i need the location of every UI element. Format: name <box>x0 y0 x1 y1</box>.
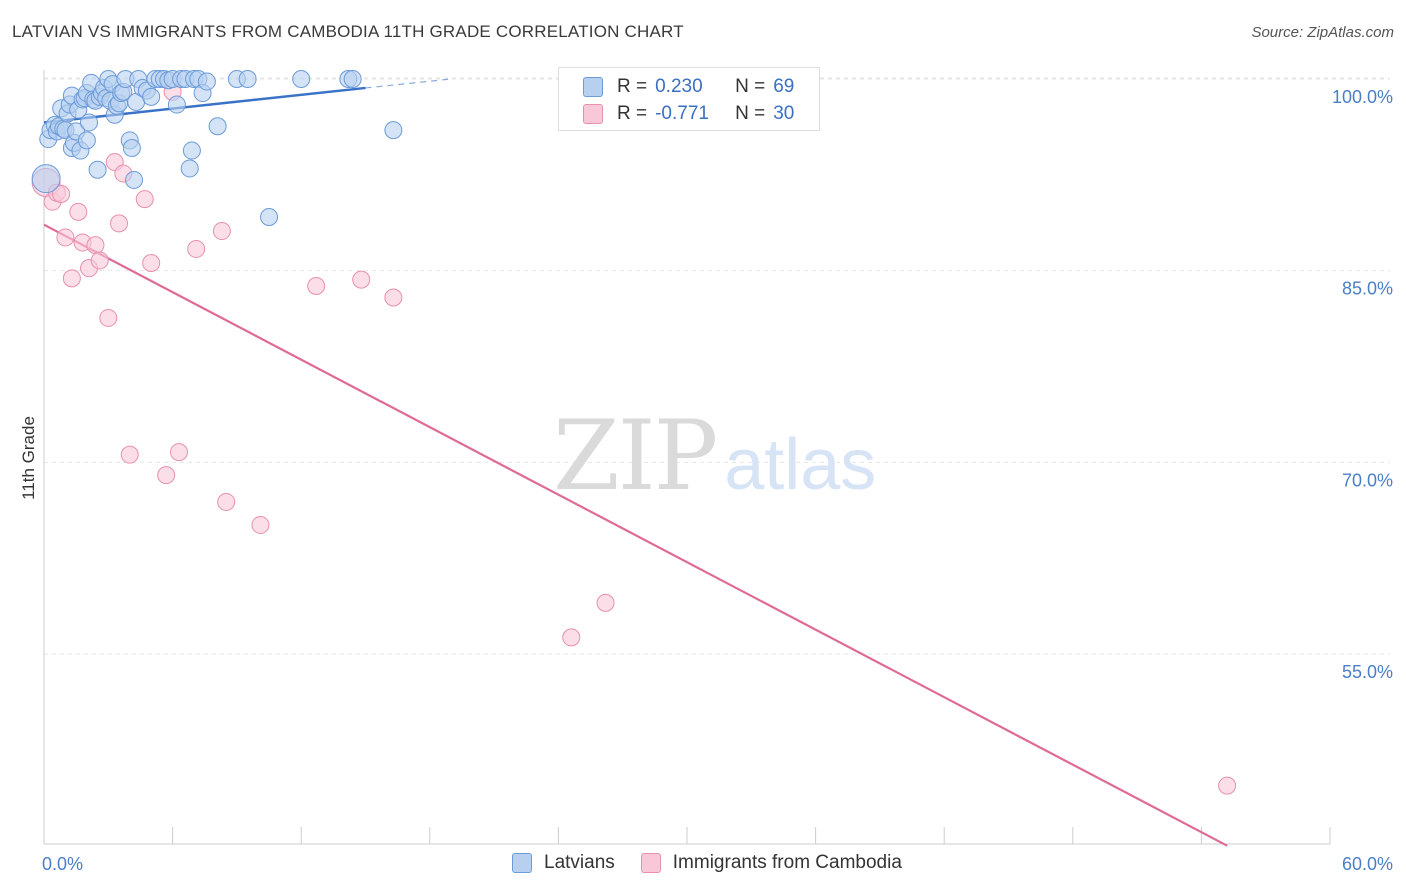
data-point-cambodia <box>217 492 236 511</box>
legend-item-cambodia[interactable]: Immigrants from Cambodia <box>640 852 902 874</box>
data-point-cambodia <box>212 222 231 241</box>
y-tick-label: 55.0% <box>1342 662 1393 682</box>
data-point-latvians <box>384 121 403 140</box>
legend-swatch-blue <box>512 853 532 873</box>
correlation-legend: R = 0.230 N = 69 R = -0.771 N = 30 <box>558 67 820 131</box>
legend-swatch-pink <box>583 104 603 124</box>
data-point-cambodia <box>86 236 105 255</box>
data-point-cambodia <box>596 593 615 612</box>
x-tick-label: 60.0% <box>1342 854 1393 874</box>
data-points <box>31 70 1237 795</box>
legend-label-cambodia: Immigrants from Cambodia <box>672 852 902 873</box>
data-point-latvians <box>88 160 107 179</box>
y-axis-label: 11th Grade <box>19 416 38 500</box>
data-point-cambodia <box>52 185 71 203</box>
trend-line-cambodia <box>43 223 1228 847</box>
data-point-latvians <box>343 70 362 88</box>
data-point-cambodia <box>562 628 581 647</box>
data-point-cambodia <box>251 515 270 534</box>
legend-r-value: 0.230 <box>655 76 703 97</box>
trend-line-latvians <box>43 86 366 124</box>
legend-n-label: N = <box>735 103 766 124</box>
data-point-cambodia <box>56 228 75 247</box>
y-tick-label: 100.0% <box>1332 87 1393 107</box>
data-point-latvians <box>31 164 61 194</box>
chart-title: LATVIAN VS IMMIGRANTS FROM CAMBODIA 11TH… <box>12 22 684 41</box>
data-point-latvians <box>197 72 216 91</box>
data-point-cambodia <box>120 445 139 464</box>
data-point-cambodia <box>135 190 154 209</box>
legend-item-latvians[interactable]: Latvians <box>512 852 615 874</box>
data-point-cambodia <box>170 443 189 462</box>
data-point-cambodia <box>142 254 161 272</box>
legend-r-label: R = <box>617 103 648 124</box>
grid-lines <box>44 77 1390 655</box>
legend-swatch-blue <box>583 77 603 97</box>
legend-row-latvians: R = 0.230 N = 69 <box>583 75 794 99</box>
axes <box>43 70 1331 845</box>
series-legend: Latvians Immigrants from Cambodia <box>512 852 928 874</box>
legend-swatch-pink <box>640 853 661 873</box>
legend-n-value: 69 <box>773 76 795 97</box>
legend-n-label: N = <box>735 76 766 97</box>
tick-labels: 55.0% 70.0% 85.0% 100.0% 0.0% 60.0% 11th Grade <box>19 87 1393 874</box>
data-point-latvians <box>238 70 257 88</box>
trend-lines <box>43 78 1228 847</box>
y-tick-label: 70.0% <box>1342 470 1393 490</box>
data-point-cambodia <box>69 202 88 221</box>
data-point-latvians <box>292 70 311 88</box>
data-point-cambodia <box>1218 776 1237 795</box>
x-tick-label: 0.0% <box>42 854 83 874</box>
data-point-latvians <box>80 113 99 132</box>
legend-row-cambodia: R = -0.771 N = 30 <box>583 102 794 126</box>
data-point-cambodia <box>187 239 206 258</box>
data-point-latvians <box>182 141 201 160</box>
data-point-latvians <box>122 139 141 157</box>
trend-line-latvians-extension <box>365 78 452 89</box>
data-point-latvians <box>180 159 199 178</box>
y-tick-label: 85.0% <box>1342 279 1393 299</box>
legend-r-label: R = <box>617 76 648 97</box>
legend-n-value: 30 <box>773 103 795 124</box>
legend-label-latvians: Latvians <box>544 852 615 873</box>
data-point-cambodia <box>307 277 326 295</box>
data-point-cambodia <box>384 288 403 307</box>
data-point-cambodia <box>90 251 109 270</box>
source-label: Source: ZipAtlas.com <box>1251 24 1394 41</box>
data-point-latvians <box>208 117 227 136</box>
data-point-latvians <box>167 95 186 114</box>
data-point-latvians <box>142 87 161 106</box>
data-point-cambodia <box>157 466 176 485</box>
data-point-cambodia <box>62 269 81 288</box>
data-point-cambodia <box>110 214 129 233</box>
data-point-cambodia <box>352 270 371 289</box>
data-point-cambodia <box>99 308 118 327</box>
data-point-latvians <box>125 170 144 189</box>
legend-r-value: -0.771 <box>655 103 709 124</box>
data-point-latvians <box>260 208 279 226</box>
data-point-latvians <box>77 131 96 150</box>
